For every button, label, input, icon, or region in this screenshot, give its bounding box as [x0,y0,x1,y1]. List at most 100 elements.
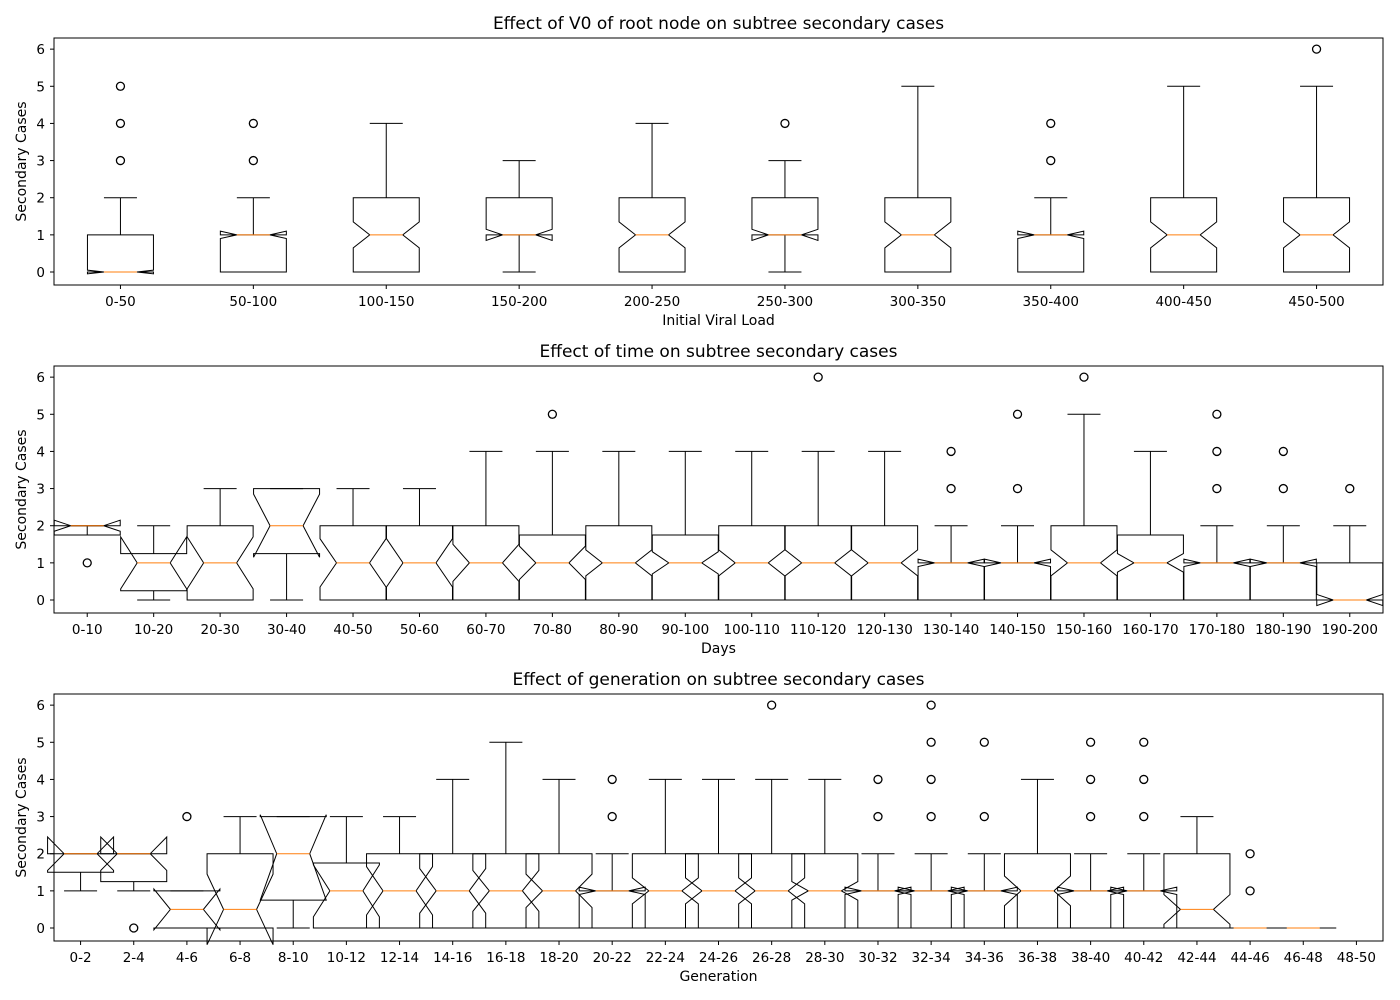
box-170-180 [1183,409,1251,601]
y-tick-label: 3 [36,482,45,498]
x-tick-label: 40-42 [1124,950,1163,966]
outlier-point [1046,118,1056,129]
x-tick-label: 6-8 [229,950,251,966]
box-70-80 [518,409,586,601]
box-100-150 [352,122,420,273]
y-tick-label: 4 [36,772,45,788]
x-tick-label: 48-50 [1337,950,1376,966]
x-axis-label: Days [701,641,736,657]
x-tick-label: 190-200 [1322,622,1378,638]
box-6-8 [206,816,274,945]
box-38-40 [1057,737,1125,929]
box-0-50 [86,81,154,275]
x-tick-label: 34-36 [965,950,1004,966]
box-30-40 [253,488,321,601]
x-tick-label: 50-60 [400,622,439,638]
x-tick-label: 80-90 [599,622,638,638]
outlier-point [1139,737,1149,747]
outlier-point [926,774,936,785]
box-body [525,853,593,929]
outlier-point [1139,774,1149,785]
y-tick-label: 2 [36,847,45,863]
box-80-90 [585,450,653,601]
y-tick-label: 2 [36,519,45,535]
x-tick-label: 16-18 [486,950,525,966]
box-body [884,197,952,273]
y-tick-label: 1 [36,228,45,244]
outlier-point [979,737,989,747]
x-tick-label: 150-160 [1056,622,1112,638]
box-body [253,488,321,558]
box-body [844,886,912,929]
outlier-point [1311,44,1322,54]
outlier-point [1212,409,1222,419]
y-tick-label: 5 [36,735,45,751]
box-body [1150,197,1218,273]
y-tick-label: 6 [36,370,45,386]
box-90-100 [651,450,719,601]
y-tick-label: 4 [36,116,45,132]
x-tick-label: 32-34 [912,950,951,966]
chart-panel-time: Effect of time on subtree secondary case… [14,342,1384,657]
box-body [1116,534,1184,601]
chart-title: Effect of time on subtree secondary case… [540,342,898,362]
box-0-2 [47,835,115,892]
x-tick-label: 170-180 [1189,622,1245,638]
box-body [917,558,985,601]
outlier-point [82,558,92,568]
box-40-42 [1110,737,1178,929]
box-body [186,525,254,601]
x-tick-label: 30-40 [267,622,306,638]
x-axis-label: Initial Viral Load [662,313,775,329]
box-body [897,886,965,929]
x-tick-label: 10-20 [134,622,173,638]
box-body [1249,558,1317,601]
x-tick-label: 40-50 [333,622,372,638]
x-tick-label: 300-350 [890,294,946,310]
box-body [578,886,646,929]
x-tick-label: 2-4 [123,950,145,966]
y-tick-label: 1 [36,884,45,900]
y-axis-label: Secondary Cases [14,429,30,549]
y-tick-label: 3 [36,154,45,170]
outlier-point [926,737,936,747]
box-30-32 [844,774,912,929]
x-tick-label: 70-80 [533,622,572,638]
box-0-10 [53,519,121,568]
box-body [518,534,586,601]
x-tick-label: 24-26 [699,950,738,966]
box-4-6 [153,811,221,932]
box-body [950,886,1018,929]
outlier-point [1212,483,1222,494]
box-160-170 [1116,450,1184,601]
box-120-130 [851,450,919,601]
y-axis-label: Secondary Cases [14,101,30,221]
outlier-point [248,155,259,166]
box-150-200 [485,160,553,273]
x-tick-label: 140-150 [989,622,1045,638]
box-2-4 [100,835,168,933]
outlier-point [1245,849,1255,859]
x-tick-label: 38-40 [1071,950,1110,966]
x-tick-label: 46-48 [1284,950,1323,966]
x-tick-label: 0-10 [72,622,103,638]
box-body [312,862,380,929]
box-16-18 [472,741,540,929]
axes-frame [53,365,1384,614]
box-body [53,519,121,536]
outlier-point [115,81,126,91]
outlier-point [1278,483,1288,494]
x-tick-label: 22-24 [646,950,685,966]
x-tick-label: 4-6 [176,950,198,966]
outlier-point [1212,446,1222,457]
outlier-point [946,446,956,457]
y-tick-label: 6 [36,698,45,714]
y-tick-label: 0 [36,265,45,281]
axes-frame [53,37,1384,286]
x-tick-label: 50-100 [229,294,277,310]
outlier-point [1085,774,1096,785]
box-body [100,835,168,883]
x-tick-label: 18-20 [539,950,578,966]
x-tick-label: 150-200 [491,294,547,310]
